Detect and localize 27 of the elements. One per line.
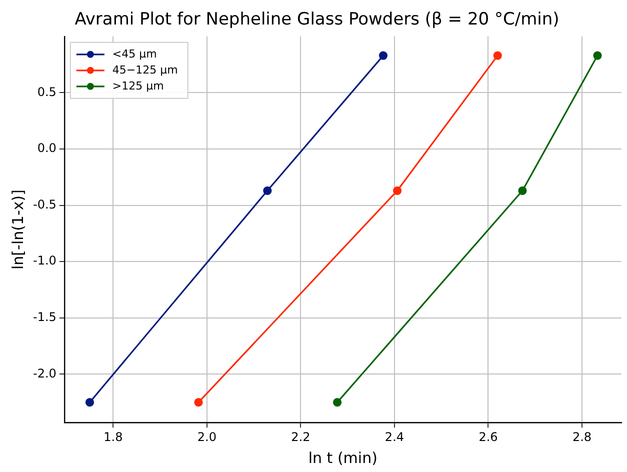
point bbox=[593, 51, 602, 60]
x-tick-label: 2.4 bbox=[384, 430, 404, 444]
point bbox=[378, 51, 388, 60]
y-tick-label: -0.5 bbox=[32, 197, 56, 212]
y-tick-label: -1.5 bbox=[32, 310, 56, 324]
y-tick-label: -1.0 bbox=[32, 254, 56, 268]
chart-title: Avrami Plot for Nepheline Glass Powders (β = 20 °C/min) bbox=[74, 10, 560, 30]
point bbox=[332, 398, 342, 407]
x-axis-title: ln t (min) bbox=[308, 448, 378, 467]
point bbox=[493, 51, 502, 60]
y-tick-label: 0.5 bbox=[37, 84, 56, 99]
x-tick-label: 2.2 bbox=[291, 430, 310, 444]
y-tick-label: 0.0 bbox=[37, 141, 56, 156]
x-tick-label: 1.8 bbox=[104, 430, 123, 444]
x-tick-label: 2.6 bbox=[478, 430, 498, 444]
legend-label: <45 µm bbox=[112, 47, 157, 60]
point bbox=[518, 186, 527, 195]
point bbox=[194, 398, 203, 407]
y-axis-title: ln[-ln(1-x)] bbox=[8, 189, 27, 270]
point bbox=[392, 186, 402, 195]
point bbox=[263, 186, 272, 195]
point bbox=[85, 398, 94, 407]
y-tick-label: -2.0 bbox=[32, 366, 56, 380]
legend-label: >125 µm bbox=[112, 79, 164, 92]
x-tick-label: 2.8 bbox=[572, 430, 592, 444]
legend-label: 45−125 µm bbox=[112, 63, 178, 76]
x-tick-label: 2.0 bbox=[197, 430, 216, 444]
